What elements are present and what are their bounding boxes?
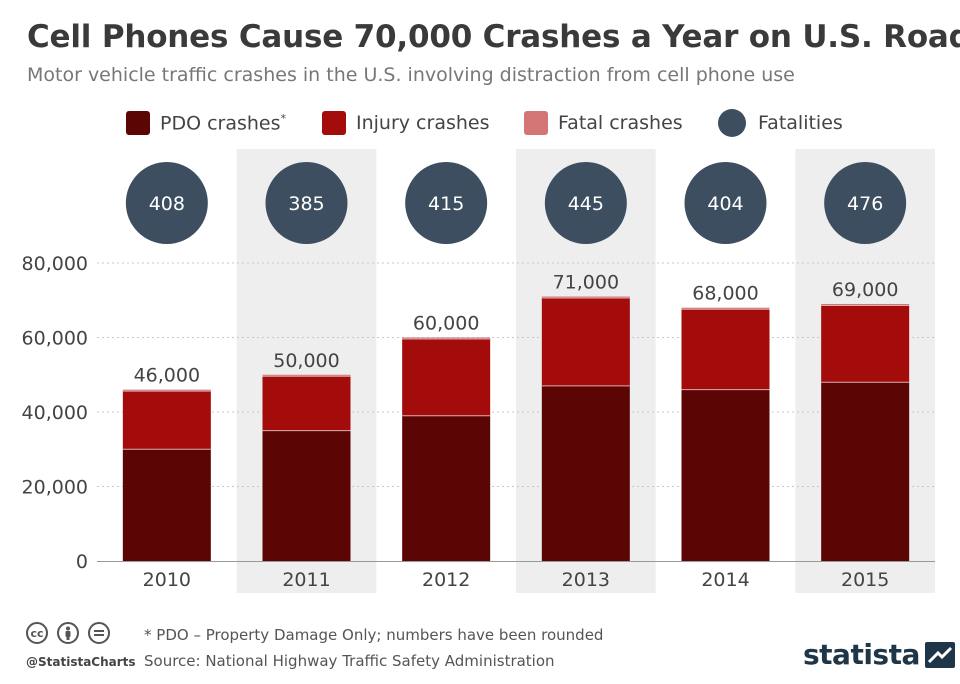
bar-fatal-crashes-2015 <box>821 303 910 306</box>
by-icon[interactable] <box>57 622 79 644</box>
bar-total-label-2011: 50,000 <box>273 350 339 372</box>
legend-label-fatal: Fatal crashes <box>558 112 683 134</box>
legend-item-fatalities: Fatalities <box>718 108 843 138</box>
x-tick-label-2014: 2014 <box>701 569 749 591</box>
nd-icon[interactable] <box>88 622 110 644</box>
bar-pdo-crashes-2014 <box>681 389 770 561</box>
statista-mark-icon <box>924 641 955 668</box>
x-tick-label-2015: 2015 <box>841 569 889 591</box>
bar-fatal-crashes-2011 <box>262 374 351 377</box>
bar-pdo-crashes-2013 <box>541 385 630 561</box>
y-tick-label: 80,000 <box>22 253 88 275</box>
y-tick-label: 40,000 <box>22 402 88 424</box>
bar-pdo-crashes-2012 <box>402 415 491 561</box>
bar-injury-crashes-2010 <box>122 391 211 450</box>
legend-swatch-injury <box>322 111 346 135</box>
x-tick-label-2010: 2010 <box>143 569 191 591</box>
statista-logo-text: statista <box>803 638 920 671</box>
bar-pdo-crashes-2010 <box>122 449 211 561</box>
legend: PDO crashes* Injury crashes Fatal crashe… <box>0 108 960 138</box>
fatalities-label-2012: 415 <box>428 193 464 215</box>
fatalities-bubble-2014 <box>684 162 767 244</box>
x-tick-label-2012: 2012 <box>422 569 470 591</box>
bar-total-label-2014: 68,000 <box>692 283 758 305</box>
legend-footnote-marker: * <box>280 111 287 125</box>
fatalities-bubble-2013 <box>544 162 627 244</box>
chart-title: Cell Phones Cause 70,000 Crashes a Year … <box>27 19 960 55</box>
bar-pdo-crashes-2015 <box>821 382 910 561</box>
x-tick-label-2011: 2011 <box>282 569 330 591</box>
fatalities-label-2015: 476 <box>847 193 883 215</box>
legend-label-injury: Injury crashes <box>356 112 490 134</box>
y-tick-label: 20,000 <box>22 477 88 499</box>
bar-total-label-2015: 69,000 <box>832 279 898 301</box>
x-tick-label-2013: 2013 <box>562 569 610 591</box>
bar-total-label-2012: 60,000 <box>413 313 479 335</box>
statista-handle[interactable]: @StatistaCharts <box>26 655 136 669</box>
bar-injury-crashes-2011 <box>262 376 351 431</box>
bar-fatal-crashes-2013 <box>541 296 630 299</box>
fatalities-label-2014: 404 <box>707 193 743 215</box>
fatalities-bubble-2010 <box>125 162 208 244</box>
bar-fatal-crashes-2012 <box>402 337 491 339</box>
license-icons: cc <box>26 622 119 644</box>
fatalities-bubble-2012 <box>405 162 488 244</box>
bar-injury-crashes-2014 <box>681 309 770 390</box>
bar-total-label-2010: 46,000 <box>134 365 200 387</box>
legend-swatch-fatal <box>524 111 548 135</box>
legend-label-fatalities: Fatalities <box>758 112 843 134</box>
bar-injury-crashes-2015 <box>821 305 910 383</box>
fatalities-bubble-2011 <box>265 162 348 244</box>
legend-label-pdo: PDO crashes <box>160 112 281 135</box>
chart-subtitle: Motor vehicle traffic crashes in the U.S… <box>27 64 795 86</box>
bar-injury-crashes-2013 <box>541 298 630 386</box>
fatalities-label-2013: 445 <box>568 193 604 215</box>
fatalities-label-2011: 385 <box>288 193 324 215</box>
source-note: Source: National Highway Traffic Safety … <box>144 652 555 670</box>
bar-total-label-2013: 71,000 <box>553 272 619 294</box>
bar-fatal-crashes-2014 <box>681 307 770 310</box>
y-tick-label: 60,000 <box>22 328 88 350</box>
legend-swatch-pdo <box>126 111 150 135</box>
footnote: * PDO – Property Damage Only; numbers ha… <box>144 626 604 644</box>
legend-item-pdo: PDO crashes* <box>126 108 286 138</box>
bar-injury-crashes-2012 <box>402 338 491 416</box>
bar-pdo-crashes-2011 <box>262 430 351 561</box>
y-tick-label: 0 <box>76 551 88 573</box>
bar-fatal-crashes-2010 <box>122 389 211 392</box>
statista-logo[interactable]: statista <box>803 638 955 671</box>
cc-icon[interactable]: cc <box>26 622 48 644</box>
fatalities-label-2010: 408 <box>149 193 185 215</box>
legend-item-fatal: Fatal crashes <box>524 108 683 138</box>
fatalities-bubble-2015 <box>824 162 907 244</box>
legend-item-injury: Injury crashes <box>322 108 490 138</box>
legend-swatch-fatalities <box>718 109 746 137</box>
